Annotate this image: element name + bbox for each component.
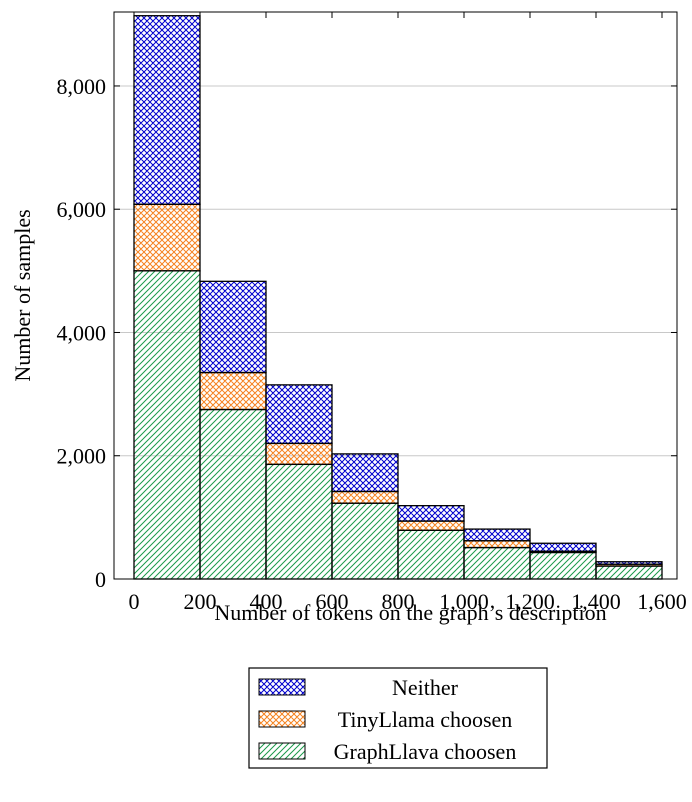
x-tick-label: 600 xyxy=(316,589,349,614)
x-tick-label: 1,600 xyxy=(637,589,687,614)
bar-graphllava-choosen xyxy=(463,546,531,580)
bar-tinyllama-choosen xyxy=(265,442,333,466)
bar-neither xyxy=(133,15,201,205)
x-tick-label: 800 xyxy=(382,589,415,614)
x-tick-label: 200 xyxy=(184,589,217,614)
legend-swatch-graphllava-choosen xyxy=(258,742,306,760)
x-axis: 0 200 400 600 800 1,000 1,200 1,400 1,600 xyxy=(129,12,687,614)
bar-tinyllama-choosen xyxy=(331,490,399,504)
legend-swatch-neither xyxy=(258,678,306,696)
y-tick-label: 8,000 xyxy=(57,74,107,99)
y-tick-label: 2,000 xyxy=(57,444,107,469)
bar-neither xyxy=(595,561,663,565)
bar-graphllava-choosen xyxy=(529,551,597,580)
bar-graphllava-choosen xyxy=(595,565,663,580)
y-tick-label: 0 xyxy=(95,567,106,592)
y-tick-label: 6,000 xyxy=(57,197,107,222)
bars xyxy=(133,15,663,580)
y-axis: 0 2,000 4,000 6,000 8,000 xyxy=(57,74,677,592)
bar-neither xyxy=(199,280,267,374)
bar-neither xyxy=(265,384,333,445)
bar-neither xyxy=(463,528,531,542)
bar-graphllava-choosen xyxy=(397,529,465,580)
bar-tinyllama-choosen xyxy=(463,540,531,549)
bar-tinyllama-choosen xyxy=(133,203,201,272)
bar-tinyllama-choosen xyxy=(397,520,465,531)
legend-label-neither: Neither xyxy=(392,675,459,700)
bar-graphllava-choosen xyxy=(199,408,267,580)
plot-frame xyxy=(113,11,678,580)
bar-tinyllama-choosen xyxy=(199,371,267,411)
bar-graphllava-choosen xyxy=(331,502,399,580)
x-axis-title: Number of tokens on the graph’s descript… xyxy=(214,600,606,625)
x-tick-label: 400 xyxy=(250,589,283,614)
x-tick-label: 1,200 xyxy=(505,589,555,614)
x-tick-label: 0 xyxy=(129,589,140,614)
legend-label-graphllava-choosen: GraphLlava choosen xyxy=(334,739,517,764)
bar-graphllava-choosen xyxy=(265,463,333,580)
x-tick-label: 1,400 xyxy=(571,589,621,614)
y-tick-label: 4,000 xyxy=(57,320,107,345)
legend-swatch-tinyllama-choosen xyxy=(258,710,306,728)
x-tick-label: 1,000 xyxy=(439,589,489,614)
y-axis-title: Number of samples xyxy=(10,209,35,381)
legend-label-tinyllama-choosen: TinyLlama choosen xyxy=(338,707,513,732)
bar-neither xyxy=(331,453,399,493)
bar-neither xyxy=(529,542,597,552)
bar-neither xyxy=(397,505,465,522)
legend: Neither TinyLlama choosen GraphLlava choos… xyxy=(248,667,548,769)
bar-graphllava-choosen xyxy=(133,270,201,580)
